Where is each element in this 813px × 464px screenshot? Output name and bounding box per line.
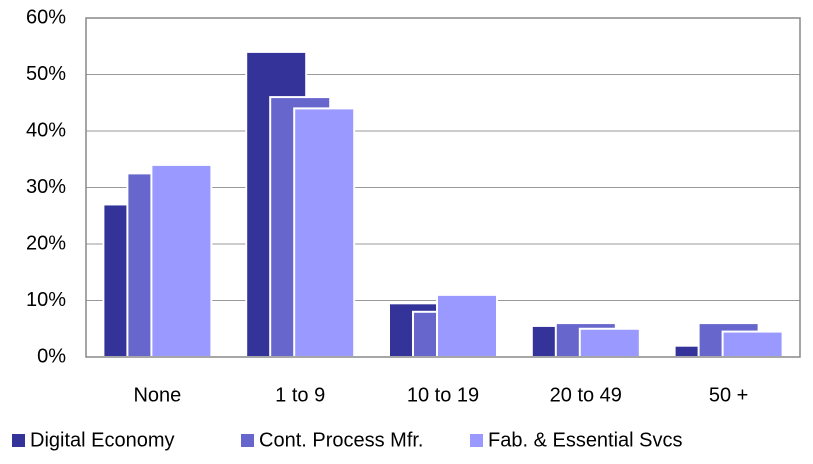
y-tick-label: 30% (26, 176, 66, 198)
bar (721, 330, 784, 359)
bar (150, 163, 213, 358)
bar (578, 327, 641, 358)
bar (436, 293, 498, 359)
y-tick-label: 20% (26, 232, 66, 254)
x-tick-label: 20 to 49 (550, 384, 622, 406)
legend-swatch (470, 434, 483, 447)
plot-border (85, 17, 801, 358)
x-tick-label: 50 + (709, 384, 748, 406)
y-tick-label: 60% (26, 6, 66, 28)
legend-swatch (12, 434, 25, 447)
legend-label: Fab. & Essential Svcs (488, 429, 683, 451)
y-tick-label: 0% (37, 345, 66, 367)
bar (293, 107, 356, 359)
y-tick-label: 10% (26, 289, 66, 311)
legend-swatch (241, 434, 254, 447)
y-tick-label: 50% (26, 63, 66, 85)
legend-label: Digital Economy (30, 429, 175, 451)
legend-label: Cont. Process Mfr. (259, 429, 424, 451)
x-tick-label: 10 to 19 (407, 384, 479, 406)
x-tick-label: None (133, 384, 181, 406)
x-tick-label: 1 to 9 (275, 384, 325, 406)
y-tick-label: 40% (26, 119, 66, 141)
